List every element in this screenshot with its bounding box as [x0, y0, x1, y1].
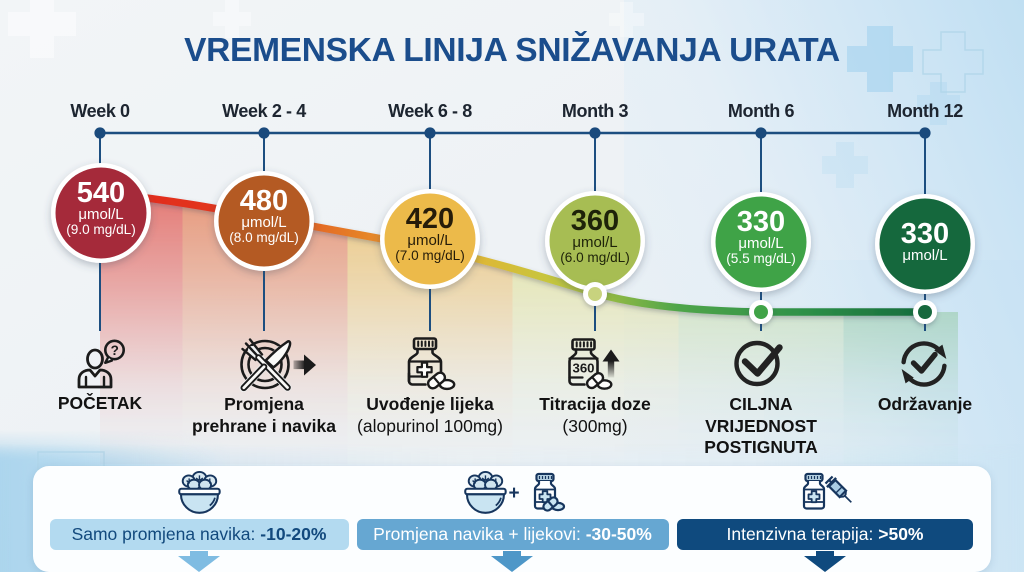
svg-text:μmol/L: μmol/L	[241, 214, 286, 231]
svg-text:360: 360	[572, 361, 594, 376]
svg-text:μmol/L: μmol/L	[572, 234, 617, 251]
svg-text:540: 540	[77, 177, 125, 209]
svg-text:(5.5 mg/dL): (5.5 mg/dL)	[726, 251, 796, 266]
svg-text:(8.0 mg/dL): (8.0 mg/dL)	[229, 230, 299, 245]
svg-text:(6.0 mg/dL): (6.0 mg/dL)	[560, 250, 630, 265]
svg-text:330: 330	[737, 206, 785, 238]
svg-text:μmol/L: μmol/L	[78, 206, 123, 223]
svg-text:480: 480	[240, 185, 288, 217]
svg-text:(9.0 mg/dL): (9.0 mg/dL)	[66, 222, 136, 237]
svg-text:μmol/L: μmol/L	[902, 247, 947, 264]
svg-text:420: 420	[406, 203, 454, 235]
svg-text:360: 360	[571, 205, 619, 237]
svg-text:?: ?	[111, 343, 119, 358]
svg-text:μmol/L: μmol/L	[738, 235, 783, 252]
svg-text:μmol/L: μmol/L	[407, 232, 452, 249]
svg-text:(7.0 mg/dL): (7.0 mg/dL)	[395, 248, 465, 263]
svg-text:+: +	[508, 483, 519, 504]
svg-text:330: 330	[901, 218, 949, 250]
